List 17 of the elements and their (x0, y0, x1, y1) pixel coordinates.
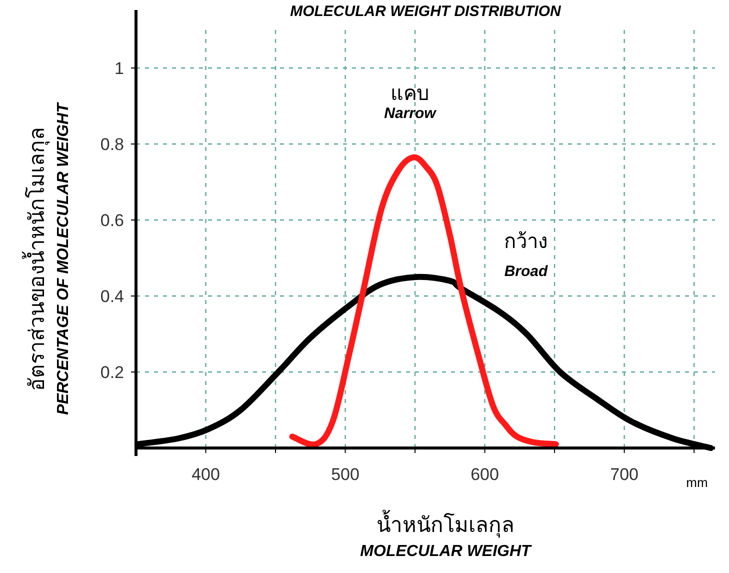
x-tick-label: 500 (331, 465, 360, 484)
text: mm (686, 475, 708, 490)
annotation: แคบ (390, 83, 430, 105)
y-axis-title: อัตราส่วนของน้ำหนักโมเลกุล PERCENTAGE OF MOLECULAR WEIGHT (22, 102, 72, 415)
y-tick-label: 1 (114, 59, 124, 78)
y-tick-label: 0.2 (100, 363, 124, 382)
x-tick-label: 600 (470, 465, 499, 484)
x-axis-title: น้ำหนักโมเลกุล MOLECULAR WEIGHT (360, 510, 532, 560)
annotation: Narrow (384, 105, 438, 122)
chart-title: MOLECULAR WEIGHT DISTRIBUTION (290, 3, 562, 20)
x-tick-label: 400 (192, 465, 220, 484)
annotation: กว้าง (504, 231, 548, 253)
y-tick-label: 0.4 (100, 287, 124, 306)
annotation: Broad (504, 263, 549, 280)
x-tick-label: 700 (610, 465, 638, 484)
y-tick-label: 0.6 (100, 211, 124, 230)
y-tick-label: 0.8 (100, 135, 124, 154)
